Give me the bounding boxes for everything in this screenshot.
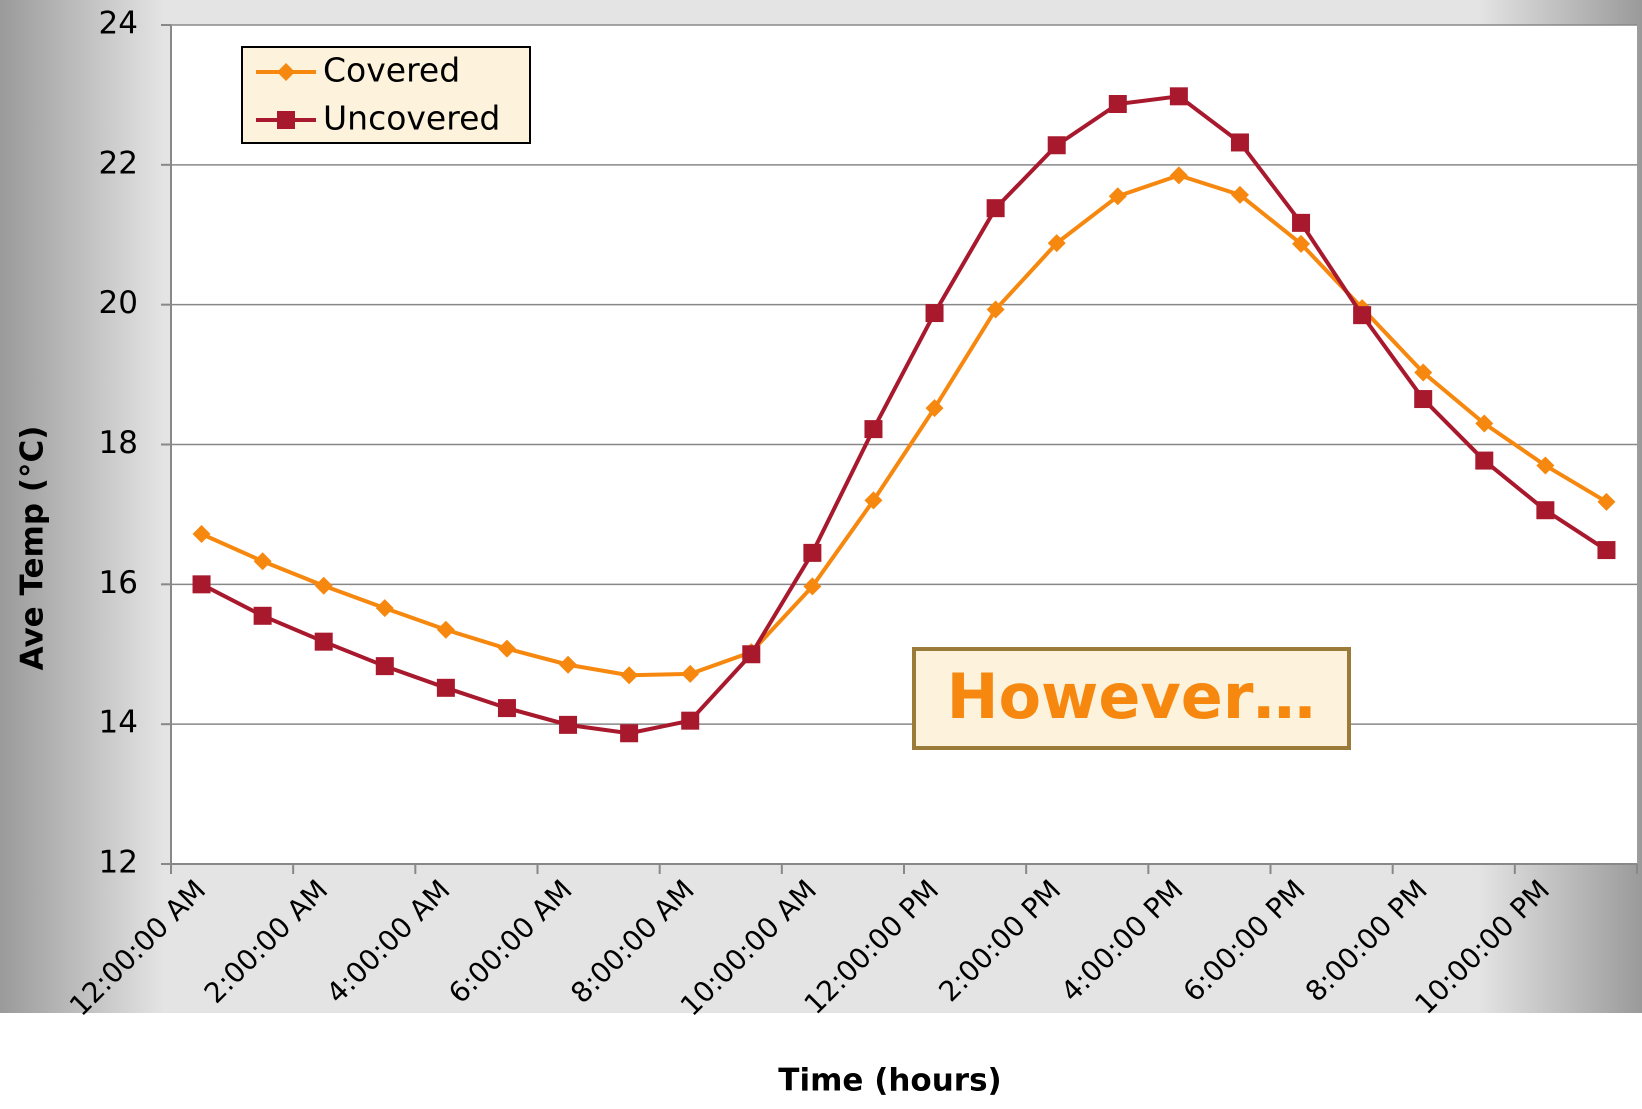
y-tick-label: 18 bbox=[99, 425, 138, 461]
point bbox=[620, 666, 639, 685]
point bbox=[1230, 133, 1249, 152]
point bbox=[192, 575, 211, 594]
legend-marker bbox=[277, 63, 295, 81]
point bbox=[253, 606, 272, 625]
x-axis-title: Time (hours) bbox=[778, 1063, 1001, 1099]
point bbox=[559, 655, 578, 674]
point bbox=[1597, 541, 1616, 560]
point bbox=[1597, 492, 1616, 511]
point bbox=[1230, 185, 1249, 204]
point bbox=[497, 639, 516, 658]
y-tick-label: 20 bbox=[99, 285, 138, 321]
point bbox=[681, 711, 700, 730]
point bbox=[742, 645, 761, 664]
point bbox=[1475, 451, 1494, 470]
point bbox=[497, 699, 516, 718]
point bbox=[1047, 234, 1066, 253]
y-tick-label: 16 bbox=[99, 565, 138, 601]
annotation-box bbox=[912, 647, 1351, 750]
point bbox=[192, 524, 211, 543]
point bbox=[1353, 306, 1372, 325]
point bbox=[375, 599, 394, 618]
point bbox=[1536, 456, 1555, 475]
point bbox=[925, 399, 944, 418]
legend-marker bbox=[277, 111, 295, 129]
y-tick-label: 14 bbox=[99, 705, 138, 741]
point bbox=[1169, 166, 1188, 185]
point bbox=[1292, 234, 1311, 253]
point bbox=[986, 199, 1005, 218]
point bbox=[436, 678, 455, 697]
point bbox=[1414, 363, 1433, 382]
point bbox=[314, 632, 333, 651]
point bbox=[314, 576, 333, 595]
point bbox=[375, 657, 394, 676]
point bbox=[436, 620, 455, 639]
point bbox=[1475, 414, 1494, 433]
point bbox=[253, 552, 272, 571]
series-line bbox=[200, 173, 1608, 678]
point bbox=[620, 724, 639, 743]
point bbox=[864, 491, 883, 510]
point bbox=[1047, 136, 1066, 155]
legend-label: Uncovered bbox=[323, 99, 500, 138]
point bbox=[1169, 87, 1188, 106]
point bbox=[1536, 501, 1555, 520]
y-tick-label: 24 bbox=[99, 6, 138, 42]
y-axis-title: Ave Temp (°C) bbox=[15, 426, 51, 671]
point bbox=[1108, 187, 1127, 206]
point bbox=[803, 543, 822, 562]
point bbox=[1108, 95, 1127, 114]
annotation: However… bbox=[947, 660, 1316, 733]
point bbox=[559, 715, 578, 734]
point bbox=[864, 420, 883, 439]
point bbox=[925, 304, 944, 323]
legend-label: Covered bbox=[323, 51, 460, 90]
point bbox=[1414, 390, 1433, 409]
y-tick-label: 12 bbox=[99, 845, 138, 881]
point bbox=[986, 300, 1005, 319]
y-tick-label: 22 bbox=[99, 145, 138, 181]
point bbox=[1292, 213, 1311, 232]
point bbox=[803, 577, 822, 596]
series-line bbox=[200, 94, 1608, 736]
point bbox=[681, 664, 700, 683]
